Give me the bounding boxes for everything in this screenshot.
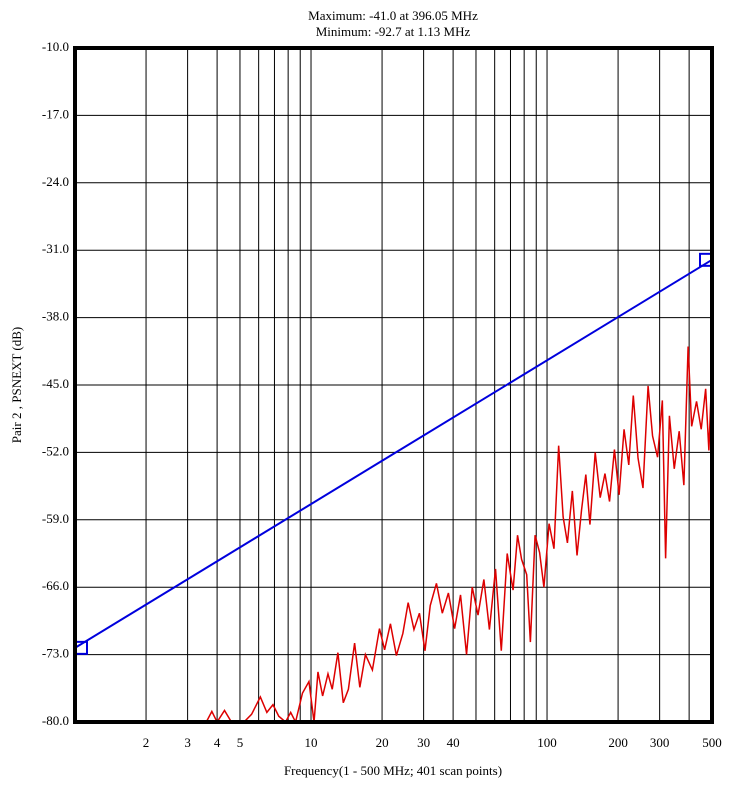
y-tick-label: -66.0: [42, 578, 69, 593]
x-tick-label: 3: [184, 735, 191, 750]
chart-subtitle: Minimum: -92.7 at 1.13 MHz: [316, 24, 471, 39]
data-line: [75, 346, 713, 725]
y-tick-label: -31.0: [42, 241, 69, 256]
x-axis-label: Frequency(1 - 500 MHz; 401 scan points): [284, 763, 502, 778]
x-tick-label: 10: [305, 735, 318, 750]
chart-title: Maximum: -41.0 at 396.05 MHz: [308, 8, 478, 23]
y-tick-label: -73.0: [42, 646, 69, 661]
x-tick-label: 300: [650, 735, 670, 750]
x-tick-label: 20: [376, 735, 389, 750]
y-tick-label: -52.0: [42, 443, 69, 458]
x-tick-label: 2: [143, 735, 150, 750]
x-tick-label: 200: [608, 735, 628, 750]
x-tick-label: 5: [237, 735, 244, 750]
y-tick-label: -38.0: [42, 309, 69, 324]
y-tick-label: -24.0: [42, 174, 69, 189]
data-line: [74, 258, 713, 649]
y-tick-label: -17.0: [42, 106, 69, 121]
x-tick-label: 40: [447, 735, 460, 750]
y-tick-label: -45.0: [42, 376, 69, 391]
x-tick-label: 500: [702, 735, 722, 750]
y-tick-label: -10.0: [42, 39, 69, 54]
y-axis-label: Pair 2 , PSNEXT (dB): [9, 327, 24, 443]
y-tick-label: -80.0: [42, 713, 69, 728]
y-tick-label: -59.0: [42, 511, 69, 526]
x-tick-label: 4: [214, 735, 221, 750]
x-tick-label: 100: [537, 735, 557, 750]
plot-frame: [73, 46, 714, 724]
x-tick-label: 30: [417, 735, 430, 750]
